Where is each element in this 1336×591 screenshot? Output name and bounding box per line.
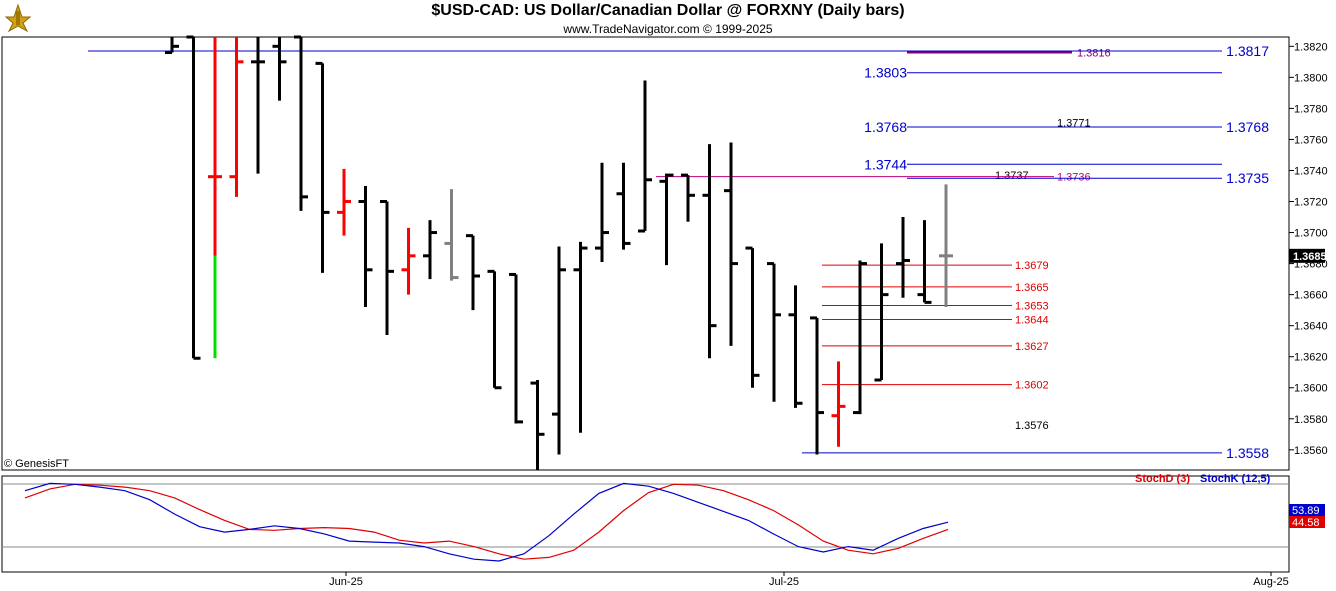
chart-subtitle: www.TradeNavigator.com © 1999-2025 bbox=[563, 22, 773, 36]
stochk-value-badge bbox=[1289, 504, 1325, 516]
level-label-1.3558: 1.3558 bbox=[1226, 445, 1269, 461]
y-tick-label-1.3560: 1.3560 bbox=[1294, 445, 1328, 457]
y-tick-label-1.3740: 1.3740 bbox=[1294, 165, 1328, 177]
stochk-value: 53.89 bbox=[1292, 505, 1320, 517]
stochd-value: 44.58 bbox=[1292, 517, 1320, 529]
level-label-1.3816: 1.3816 bbox=[1077, 48, 1111, 60]
y-tick-label-1.3820: 1.3820 bbox=[1294, 41, 1328, 53]
last-price-label: 1.3685 bbox=[1293, 251, 1327, 263]
level-label-1.3644: 1.3644 bbox=[1015, 314, 1049, 326]
stoch-line-k bbox=[24, 482, 949, 562]
y-tick-label-1.3700: 1.3700 bbox=[1294, 228, 1328, 240]
stochd-value-badge bbox=[1289, 516, 1325, 528]
level-label-1.3602: 1.3602 bbox=[1015, 380, 1049, 392]
price-axis: 1.3820 1.3800 1.3780 1.3760 1.3740 1.3720 1.37… bbox=[1289, 41, 1328, 457]
level-label-1.3576: 1.3576 bbox=[1015, 420, 1049, 432]
y-tick-label-1.3620: 1.3620 bbox=[1294, 352, 1328, 364]
level-label-1.3771: 1.3771 bbox=[1057, 117, 1091, 129]
level-label-1.3627: 1.3627 bbox=[1015, 341, 1049, 353]
y-tick-label-1.3760: 1.3760 bbox=[1294, 134, 1328, 146]
y-tick-label-1.3800: 1.3800 bbox=[1294, 72, 1328, 84]
level-label-1.3744: 1.3744 bbox=[864, 156, 907, 172]
date-axis: Jun-25 Jul-25 Aug-25 bbox=[329, 572, 1289, 588]
level-label-1.3737: 1.3737 bbox=[995, 170, 1029, 182]
y-tick-label-1.3660: 1.3660 bbox=[1294, 290, 1328, 302]
y-tick-label-1.3640: 1.3640 bbox=[1294, 321, 1328, 333]
stochd-legend-label: StochD (3) bbox=[1135, 473, 1190, 485]
y-tick-label-1.3720: 1.3720 bbox=[1294, 197, 1328, 209]
level-label-1.3665: 1.3665 bbox=[1015, 282, 1049, 294]
stoch-line-d bbox=[24, 483, 949, 560]
x-tick-label-Jun-25: Jun-25 bbox=[329, 576, 363, 588]
level-label-1.3803: 1.3803 bbox=[864, 65, 907, 81]
last-price-badge bbox=[1289, 248, 1325, 263]
level-label-1.3735: 1.3735 bbox=[1226, 170, 1269, 186]
y-tick-label-1.3600: 1.3600 bbox=[1294, 383, 1328, 395]
level-label-1.3653: 1.3653 bbox=[1015, 300, 1049, 312]
level-label-1.3736: 1.3736 bbox=[1057, 172, 1091, 184]
trade-navigator-logo bbox=[4, 3, 32, 33]
y-tick-label-1.3780: 1.3780 bbox=[1294, 103, 1328, 115]
stochk-legend-label: StochK (12,5) bbox=[1200, 473, 1271, 485]
copyright-label: © GenesisFT bbox=[4, 458, 69, 470]
y-tick-label-1.3580: 1.3580 bbox=[1294, 414, 1328, 426]
level-label-1.3817: 1.3817 bbox=[1226, 43, 1269, 59]
x-tick-label-Jul-25: Jul-25 bbox=[769, 576, 799, 588]
level-label-left-1.3768: 1.3768 bbox=[864, 119, 907, 135]
chart-title: $USD-CAD: US Dollar/Canadian Dollar @ FO… bbox=[431, 2, 905, 19]
level-label-1.3768: 1.3768 bbox=[1226, 119, 1269, 135]
level-lines: 1.3816 1.3817 1.3803 1.3771 1.3768 1.3768 1.37… bbox=[88, 43, 1269, 461]
x-tick-label-Aug-25: Aug-25 bbox=[1253, 576, 1288, 588]
level-label-1.3679: 1.3679 bbox=[1015, 260, 1049, 272]
price-bars bbox=[165, 35, 953, 470]
